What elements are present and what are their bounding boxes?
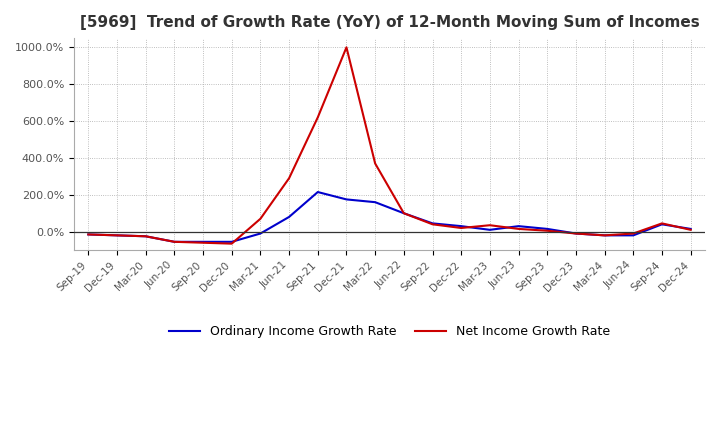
Ordinary Income Growth Rate bbox=[400, 211, 408, 216]
Ordinary Income Growth Rate bbox=[371, 199, 379, 205]
Net Income Growth Rate bbox=[84, 232, 93, 237]
Net Income Growth Rate bbox=[485, 223, 494, 228]
Legend: Ordinary Income Growth Rate, Net Income Growth Rate: Ordinary Income Growth Rate, Net Income … bbox=[163, 320, 616, 343]
Net Income Growth Rate bbox=[313, 115, 322, 120]
Ordinary Income Growth Rate bbox=[629, 233, 638, 238]
Ordinary Income Growth Rate bbox=[170, 239, 179, 245]
Net Income Growth Rate bbox=[256, 216, 265, 221]
Net Income Growth Rate bbox=[170, 239, 179, 245]
Ordinary Income Growth Rate bbox=[141, 234, 150, 239]
Net Income Growth Rate bbox=[657, 221, 666, 226]
Net Income Growth Rate bbox=[199, 240, 207, 246]
Net Income Growth Rate bbox=[112, 233, 121, 238]
Ordinary Income Growth Rate bbox=[256, 231, 265, 236]
Ordinary Income Growth Rate bbox=[686, 226, 695, 231]
Net Income Growth Rate bbox=[428, 222, 437, 227]
Net Income Growth Rate bbox=[228, 241, 236, 246]
Ordinary Income Growth Rate bbox=[112, 233, 121, 238]
Ordinary Income Growth Rate bbox=[428, 221, 437, 226]
Ordinary Income Growth Rate bbox=[313, 189, 322, 194]
Net Income Growth Rate bbox=[400, 211, 408, 216]
Net Income Growth Rate bbox=[543, 228, 552, 233]
Ordinary Income Growth Rate bbox=[514, 224, 523, 229]
Net Income Growth Rate bbox=[285, 176, 294, 181]
Ordinary Income Growth Rate bbox=[457, 224, 466, 229]
Net Income Growth Rate bbox=[141, 234, 150, 239]
Ordinary Income Growth Rate bbox=[600, 233, 609, 238]
Net Income Growth Rate bbox=[686, 227, 695, 232]
Ordinary Income Growth Rate bbox=[572, 231, 580, 236]
Net Income Growth Rate bbox=[371, 161, 379, 166]
Ordinary Income Growth Rate bbox=[657, 222, 666, 227]
Ordinary Income Growth Rate bbox=[485, 227, 494, 232]
Ordinary Income Growth Rate bbox=[342, 197, 351, 202]
Net Income Growth Rate bbox=[629, 231, 638, 236]
Ordinary Income Growth Rate bbox=[285, 214, 294, 220]
Ordinary Income Growth Rate bbox=[228, 239, 236, 245]
Net Income Growth Rate bbox=[572, 231, 580, 236]
Net Income Growth Rate bbox=[457, 225, 466, 231]
Ordinary Income Growth Rate bbox=[543, 226, 552, 231]
Net Income Growth Rate bbox=[600, 233, 609, 238]
Line: Net Income Growth Rate: Net Income Growth Rate bbox=[89, 48, 690, 244]
Net Income Growth Rate bbox=[342, 45, 351, 50]
Net Income Growth Rate bbox=[514, 226, 523, 231]
Line: Ordinary Income Growth Rate: Ordinary Income Growth Rate bbox=[89, 192, 690, 242]
Ordinary Income Growth Rate bbox=[199, 239, 207, 245]
Title: [5969]  Trend of Growth Rate (YoY) of 12-Month Moving Sum of Incomes: [5969] Trend of Growth Rate (YoY) of 12-… bbox=[80, 15, 699, 30]
Ordinary Income Growth Rate bbox=[84, 232, 93, 237]
